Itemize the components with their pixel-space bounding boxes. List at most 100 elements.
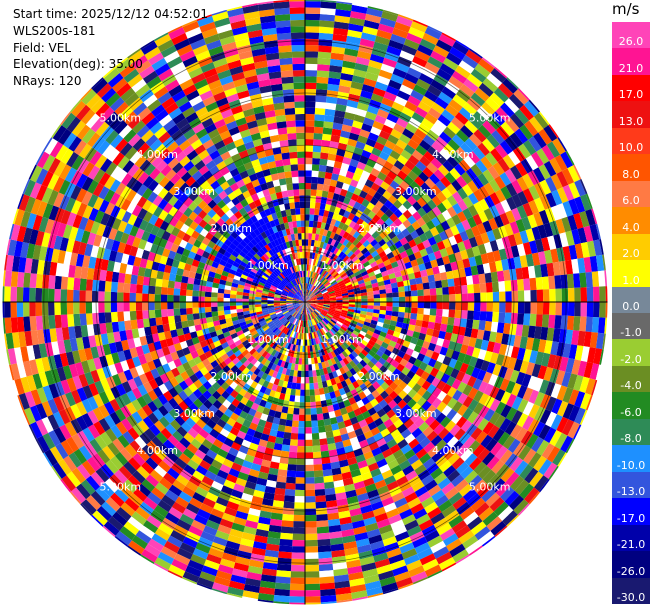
velocity-gate [316,189,323,197]
velocity-gate [355,141,366,150]
velocity-gate [368,246,376,255]
velocity-gate [314,289,320,295]
velocity-gate [366,65,381,76]
velocity-gate [98,280,106,292]
velocity-gate [318,254,323,261]
velocity-gate [423,308,431,316]
velocity-gate [179,295,187,302]
velocity-gate [319,20,335,28]
velocity-gate [376,29,393,40]
velocity-gate [54,302,61,316]
velocity-gate [318,32,334,41]
velocity-gate [510,165,523,180]
velocity-gate [381,124,394,135]
velocity-gate [382,323,390,330]
velocity-gate [374,35,391,46]
velocity-gate [427,56,443,69]
velocity-gate [431,387,442,398]
velocity-gate [511,302,519,314]
velocity-gate [448,286,456,295]
velocity-gate [135,293,143,302]
velocity-gate [479,283,487,293]
velocity-gate [329,320,336,326]
velocity-gate [338,337,345,344]
velocity-gate [324,424,333,432]
velocity-gate [336,305,343,308]
velocity-gate [579,211,590,228]
velocity-gate [561,419,575,436]
velocity-gate [446,270,454,280]
velocity-gate [367,188,377,197]
velocity-gate [393,160,405,171]
velocity-gate [591,271,600,287]
velocity-gate [519,483,534,500]
velocity-gate [527,265,536,279]
velocity-gate [585,271,593,288]
velocity-gate [217,302,224,307]
velocity-gate [443,143,456,156]
velocity-gate [314,259,319,267]
velocity-gate [375,339,384,346]
velocity-gate [426,394,437,405]
velocity-gate [324,257,331,264]
velocity-gate [316,413,324,421]
velocity-gate [17,316,25,333]
velocity-gate [323,317,330,323]
velocity-gate [398,213,408,224]
velocity-gate [447,397,458,409]
velocity-gate [136,310,143,320]
velocity-gate [307,277,309,284]
velocity-gate [315,501,327,509]
velocity-gate [478,507,494,522]
velocity-gate [336,0,353,5]
velocity-gate [329,307,336,311]
velocity-gate [534,391,545,407]
velocity-gate [500,102,515,118]
velocity-gate [142,310,150,319]
velocity-gate [362,26,378,36]
velocity-gate [504,223,514,237]
velocity-gate [416,257,425,266]
velocity-gate [381,145,393,156]
velocity-gate [306,289,309,296]
velocity-gate [311,233,316,241]
velocity-gate [577,330,586,347]
velocity-gate [447,138,461,152]
velocity-gate [407,215,417,225]
velocity-gate [415,144,428,156]
velocity-gate [492,281,500,293]
velocity-gate [397,399,407,410]
velocity-gate [327,323,333,329]
velocity-gate [412,19,429,28]
velocity-gate [407,139,420,150]
velocity-gate [511,396,523,411]
velocity-gate [593,302,600,318]
velocity-gate [579,178,588,195]
velocity-gate [324,282,331,288]
velocity-gate [410,364,419,374]
velocity-gate [388,79,402,91]
velocity-gate [538,128,553,145]
velocity-gate [329,278,336,284]
velocity-gate [383,279,391,286]
velocity-gate [390,282,398,289]
velocity-gate [466,493,482,507]
velocity-gate [358,204,367,213]
velocity-gate [404,285,411,292]
velocity-gate [305,26,320,33]
velocity-gate [424,261,433,270]
velocity-gate [408,26,425,39]
velocity-gate [320,261,325,269]
velocity-gate [322,242,328,250]
velocity-gate [322,463,332,471]
velocity-gate [313,464,323,471]
velocity-gate [427,25,443,34]
velocity-gate [536,289,544,302]
velocity-gate [317,215,324,223]
velocity-gate [316,293,323,297]
velocity-gate [273,595,290,603]
velocity-gate [549,302,556,316]
velocity-gate [129,302,136,312]
velocity-gate [282,438,291,446]
velocity-gate [397,170,408,181]
